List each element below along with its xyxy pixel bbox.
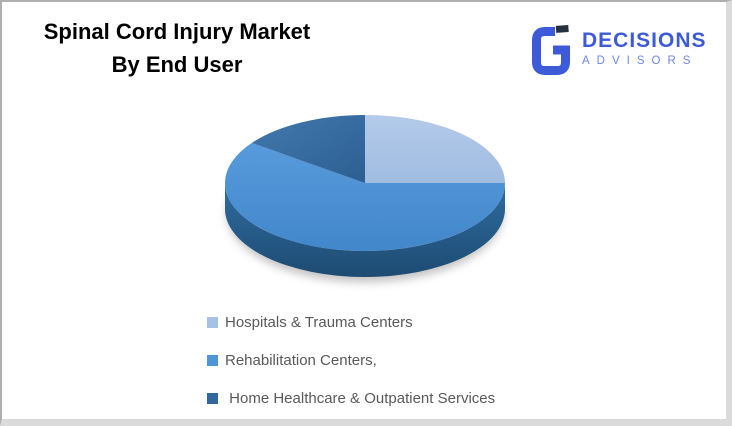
legend-label: Home Healthcare & Outpatient Services <box>225 389 496 407</box>
logo-accent-rect <box>555 25 569 33</box>
pie-chart <box>225 114 506 282</box>
chart-title: Spinal Cord Injury Market By End User <box>18 15 336 81</box>
chart-legend: Hospitals & Trauma Centers Rehabilitatio… <box>207 303 495 417</box>
legend-item-rehabilitation-centers: Rehabilitation Centers, <box>207 341 495 379</box>
legend-label: Rehabilitation Centers, <box>225 351 377 369</box>
legend-swatch <box>207 392 218 404</box>
legend-swatch <box>207 354 218 366</box>
logo-sub-brand-text: ADVISORS <box>582 55 698 67</box>
legend-swatch <box>207 316 218 328</box>
chart-title-line1: Spinal Cord Injury Market <box>43 19 311 44</box>
legend-label: Hospitals & Trauma Centers <box>225 313 413 331</box>
brand-logo: DECISIONS ADVISORS <box>529 23 707 75</box>
legend-item-hospitals-trauma-centers: Hospitals & Trauma Centers <box>207 303 495 341</box>
chart-title-line2: By End User <box>111 52 243 77</box>
logo-g-stroke <box>532 27 570 75</box>
logo-text: DECISIONS ADVISORS <box>582 30 707 68</box>
logo-brand-text: DECISIONS <box>582 29 707 52</box>
decisions-advisors-logo-icon <box>532 25 570 75</box>
chart-panel: Spinal Cord Injury Market By End User DE… <box>2 2 726 419</box>
legend-item-home-healthcare-outpatient: Home Healthcare & Outpatient Services <box>207 379 495 417</box>
